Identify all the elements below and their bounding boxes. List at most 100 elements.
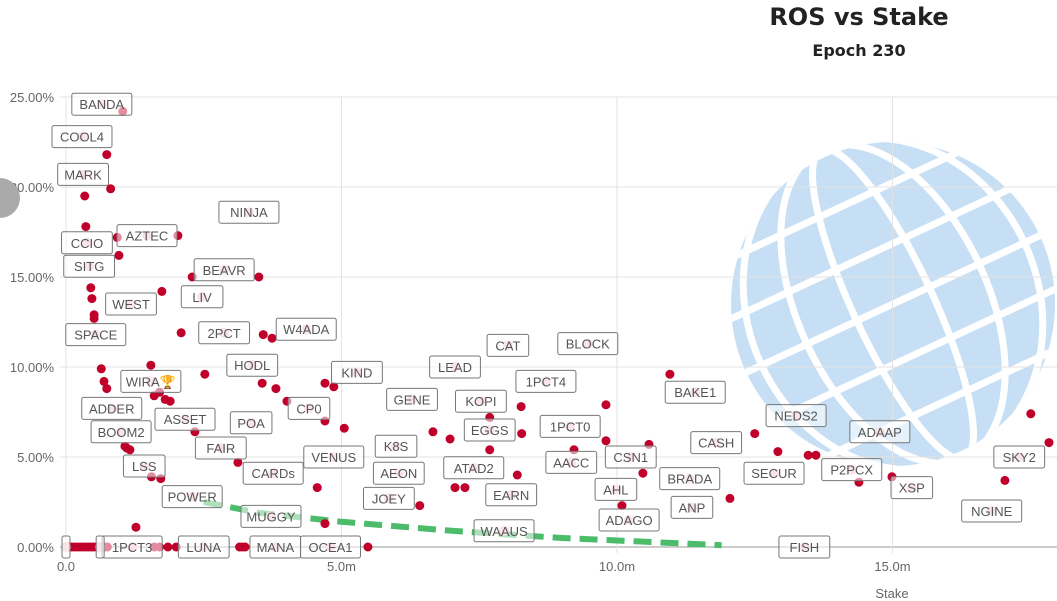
sidebar-toggle-button[interactable]: [0, 178, 20, 218]
pool-label-box: [331, 360, 383, 384]
data-point: [102, 384, 112, 394]
pool-label-text: CARDs: [252, 466, 296, 481]
pool-label: POA: [229, 411, 273, 435]
pool-label-text: OCEA1: [308, 540, 352, 555]
trend-line-layer: [203, 499, 722, 549]
pool-label: EARN: [485, 483, 538, 507]
pool-label-box: [486, 333, 530, 357]
pool-label: GENE: [386, 387, 438, 411]
pool-label-box: [81, 396, 143, 420]
pool-label: CSN1: [604, 445, 657, 469]
pool-label-box: [122, 454, 166, 478]
pool-label-text: BRADA: [667, 472, 712, 487]
pool-label-box: [275, 317, 337, 341]
pool-label-box: [154, 407, 216, 431]
pool-label-box: [463, 418, 516, 442]
pool-label-text: LUNA: [186, 540, 221, 555]
pool-label-text: COOL4: [60, 130, 104, 145]
pool-label-box: [664, 380, 726, 404]
trend-line: [203, 499, 722, 549]
pool-label: LIV: [180, 285, 224, 309]
pool-label-box: [690, 431, 743, 455]
pool-label-text: LEAD: [438, 360, 472, 375]
pool-label: AEON: [372, 461, 425, 485]
data-point: [512, 470, 522, 480]
pool-label-text: CASH: [698, 436, 734, 451]
pool-label-box: [90, 420, 152, 444]
pool-label-box: [180, 285, 224, 309]
data-point: [267, 333, 277, 343]
data-point: [146, 360, 156, 370]
data-point: [131, 522, 141, 532]
pool-label: 2PCT: [198, 321, 251, 345]
y-tick-label: 20.00%: [10, 180, 55, 195]
pool-label: HODL: [226, 353, 279, 377]
pool-label: CARDs: [242, 461, 304, 485]
data-point: [258, 330, 268, 340]
data-point: [1044, 438, 1054, 448]
pool-label-box: [218, 200, 280, 224]
pool-label-box: [821, 458, 883, 482]
pool-label: NGINE: [961, 499, 1023, 523]
pool-label-text: KIND: [341, 365, 372, 380]
pool-label: LEAD: [429, 355, 481, 379]
pool-label: P2PCX: [821, 458, 883, 482]
pool-label-box: [299, 535, 361, 559]
grid: 0.00% 5.00% 10.00% 15.00% 20.00% 25.00% 0.0 5.0…: [10, 90, 1057, 574]
pool-label: CASH: [690, 431, 743, 455]
pool-label: AHL: [594, 477, 638, 501]
data-point: [99, 376, 109, 386]
chart-subtitle: Epoch 230: [812, 41, 906, 60]
pool-label: [95, 535, 105, 559]
pool-label: SPACE: [65, 323, 127, 347]
data-point: [320, 519, 330, 529]
pool-label-text: K8S: [384, 439, 409, 454]
pool-label-box: [198, 321, 251, 345]
pool-label-box: [598, 508, 660, 532]
data-point: [445, 434, 455, 444]
pool-label-box: [372, 461, 425, 485]
pool-label: SKY2: [993, 445, 1046, 469]
pool-label-text: CP0: [296, 401, 321, 416]
pool-label: FAIR: [194, 436, 247, 460]
pool-label-text: 1PCT0: [550, 419, 590, 434]
data-point: [89, 313, 99, 323]
pool-label-text: KOPI: [465, 394, 496, 409]
pool-label-text: FISH: [790, 540, 820, 555]
pool-label: BAKE1: [664, 380, 726, 404]
pool-label-text: CAT: [495, 338, 520, 353]
data-point: [200, 369, 210, 379]
pool-label: 1PCT4: [515, 369, 577, 393]
pool-label-box: [229, 411, 273, 435]
pool-label-text: WEST: [112, 297, 150, 312]
pool-label: SECUR: [743, 461, 805, 485]
data-point: [157, 286, 167, 296]
pool-label: W4ADA: [275, 317, 337, 341]
pool-label: BOOM2: [90, 420, 152, 444]
pool-label-box: [51, 125, 113, 149]
pool-label-text: JOEY: [372, 491, 406, 506]
pool-label-text: VENUS: [311, 450, 356, 465]
data-point: [485, 445, 495, 455]
data-point: [428, 427, 438, 437]
data-point: [106, 184, 116, 194]
pool-label: ATAD2: [443, 456, 505, 480]
data-point: [254, 272, 264, 282]
pool-label-box: [443, 456, 505, 480]
pool-label: LUNA: [177, 535, 230, 559]
pool-label: CP0: [287, 396, 331, 420]
pool-label: [61, 535, 71, 559]
pool-label-box: [177, 535, 230, 559]
pool-label: KIND: [331, 360, 383, 384]
pool-label-box: [61, 535, 71, 559]
data-point: [96, 364, 106, 374]
data-point: [665, 369, 675, 379]
data-point: [80, 191, 90, 201]
pool-label-text: NINJA: [230, 205, 268, 220]
pool-label-text: CSN1: [613, 450, 648, 465]
data-point: [320, 378, 330, 388]
globe-parallel: [716, 213, 1057, 389]
data-point: [257, 378, 267, 388]
y-tick-label: 15.00%: [10, 270, 55, 285]
pool-label-text: BLOCK: [566, 337, 610, 352]
